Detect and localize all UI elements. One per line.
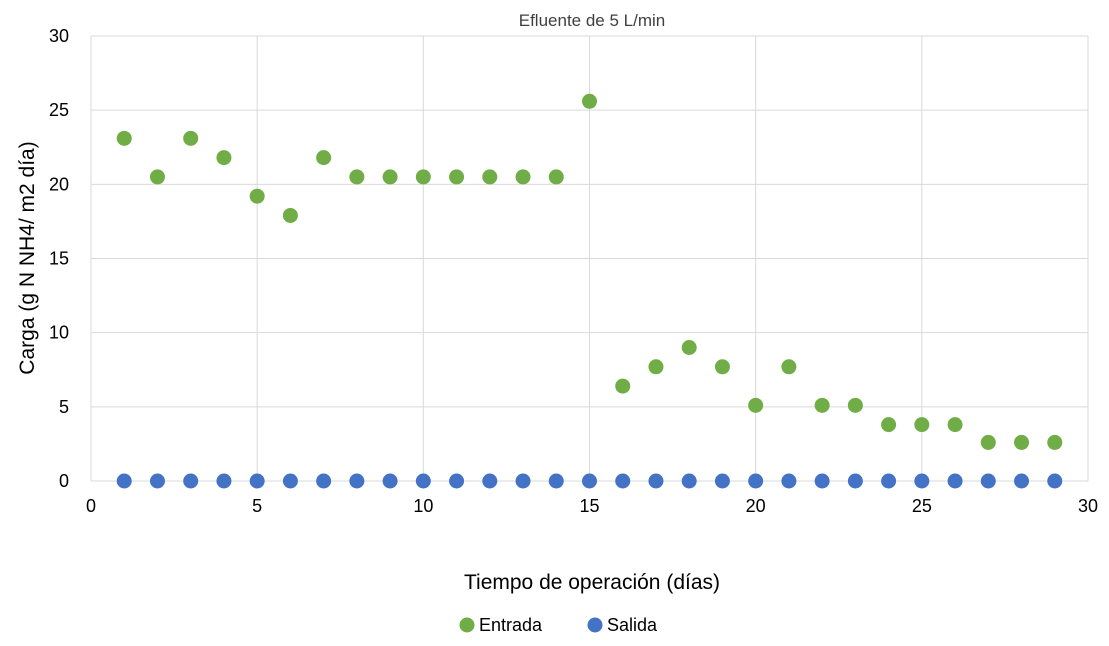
data-point-salida (415, 473, 431, 489)
data-point-salida (814, 473, 830, 489)
data-point-entrada (482, 169, 498, 185)
x-tick-label: 5 (252, 496, 262, 516)
data-point-entrada (249, 188, 265, 204)
data-point-entrada (449, 169, 465, 185)
legend-label-salida: Salida (607, 615, 658, 635)
grid (90, 35, 1089, 482)
data-point-salida (349, 473, 365, 489)
legend-marker-entrada (459, 617, 475, 633)
legend: Entrada Salida (459, 615, 658, 635)
data-point-salida (183, 473, 199, 489)
x-tick-label: 0 (86, 496, 96, 516)
data-point-entrada (116, 130, 132, 146)
data-point-salida (449, 473, 465, 489)
data-point-salida (116, 473, 132, 489)
data-point-salida (781, 473, 797, 489)
data-point-salida (382, 473, 398, 489)
data-point-entrada (847, 397, 863, 413)
data-point-entrada (1014, 434, 1030, 450)
data-point-entrada (515, 169, 531, 185)
data-point-entrada (648, 359, 664, 375)
data-point-entrada (681, 340, 697, 355)
data-point-entrada (881, 417, 897, 433)
x-tick-label: 30 (1078, 496, 1098, 516)
data-point-salida (548, 473, 564, 489)
data-point-entrada (316, 150, 332, 166)
legend-label-entrada: Entrada (479, 615, 543, 635)
data-point-salida (1014, 473, 1030, 489)
data-point-salida (748, 473, 764, 489)
data-point-salida (914, 473, 930, 489)
data-point-entrada (183, 130, 199, 146)
data-point-entrada (615, 378, 631, 394)
data-point-salida (216, 473, 232, 489)
y-tick-label: 5 (59, 397, 69, 417)
series-salida (116, 473, 1063, 489)
data-point-salida (980, 473, 996, 489)
data-point-salida (282, 473, 298, 489)
data-point-salida (648, 473, 664, 489)
y-tick-label: 20 (49, 174, 69, 194)
data-point-entrada (947, 417, 963, 433)
x-tick-label: 20 (746, 496, 766, 516)
data-point-entrada (914, 417, 930, 433)
legend-marker-salida (587, 617, 603, 633)
data-point-salida (515, 473, 531, 489)
data-point-salida (681, 473, 697, 489)
tick-labels: 0 5 10 15 20 25 30 0 5 10 15 20 25 30 (49, 26, 1098, 516)
data-point-entrada (149, 169, 165, 185)
data-point-entrada (781, 359, 797, 375)
data-point-entrada (216, 150, 232, 166)
data-point-salida (847, 473, 863, 489)
x-tick-label: 25 (912, 496, 932, 516)
y-tick-label: 25 (49, 100, 69, 120)
chart-title: Efluente de 5 L/min (519, 11, 665, 30)
data-point-salida (947, 473, 963, 489)
data-point-entrada (548, 169, 564, 185)
y-tick-label: 30 (49, 26, 69, 46)
data-point-entrada (814, 397, 830, 413)
data-point-salida (714, 473, 730, 489)
data-point-entrada (415, 169, 431, 185)
y-tick-label: 0 (59, 471, 69, 491)
data-point-entrada (382, 169, 398, 185)
data-point-salida (1047, 473, 1063, 489)
y-tick-label: 10 (49, 323, 69, 343)
data-point-salida (316, 473, 332, 489)
data-point-entrada (748, 397, 764, 413)
data-point-salida (249, 473, 265, 489)
data-point-salida (582, 473, 597, 489)
data-point-salida (881, 473, 897, 489)
data-point-entrada (282, 207, 298, 223)
x-axis-title: Tiempo de operación (días) (464, 571, 720, 594)
data-point-salida (615, 473, 631, 489)
data-point-salida (149, 473, 165, 489)
y-tick-label: 15 (49, 249, 69, 269)
y-axis-title: Carga (g N NH4/ m2 día) (16, 141, 39, 374)
x-tick-label: 10 (413, 496, 433, 516)
data-point-entrada (980, 434, 996, 450)
data-point-entrada (1047, 434, 1063, 450)
data-point-entrada (349, 169, 365, 185)
data-point-entrada (582, 93, 597, 109)
series-entrada (116, 93, 1063, 450)
data-point-salida (482, 473, 498, 489)
data-points (116, 93, 1063, 489)
x-tick-label: 15 (579, 496, 599, 516)
data-point-entrada (714, 359, 730, 375)
